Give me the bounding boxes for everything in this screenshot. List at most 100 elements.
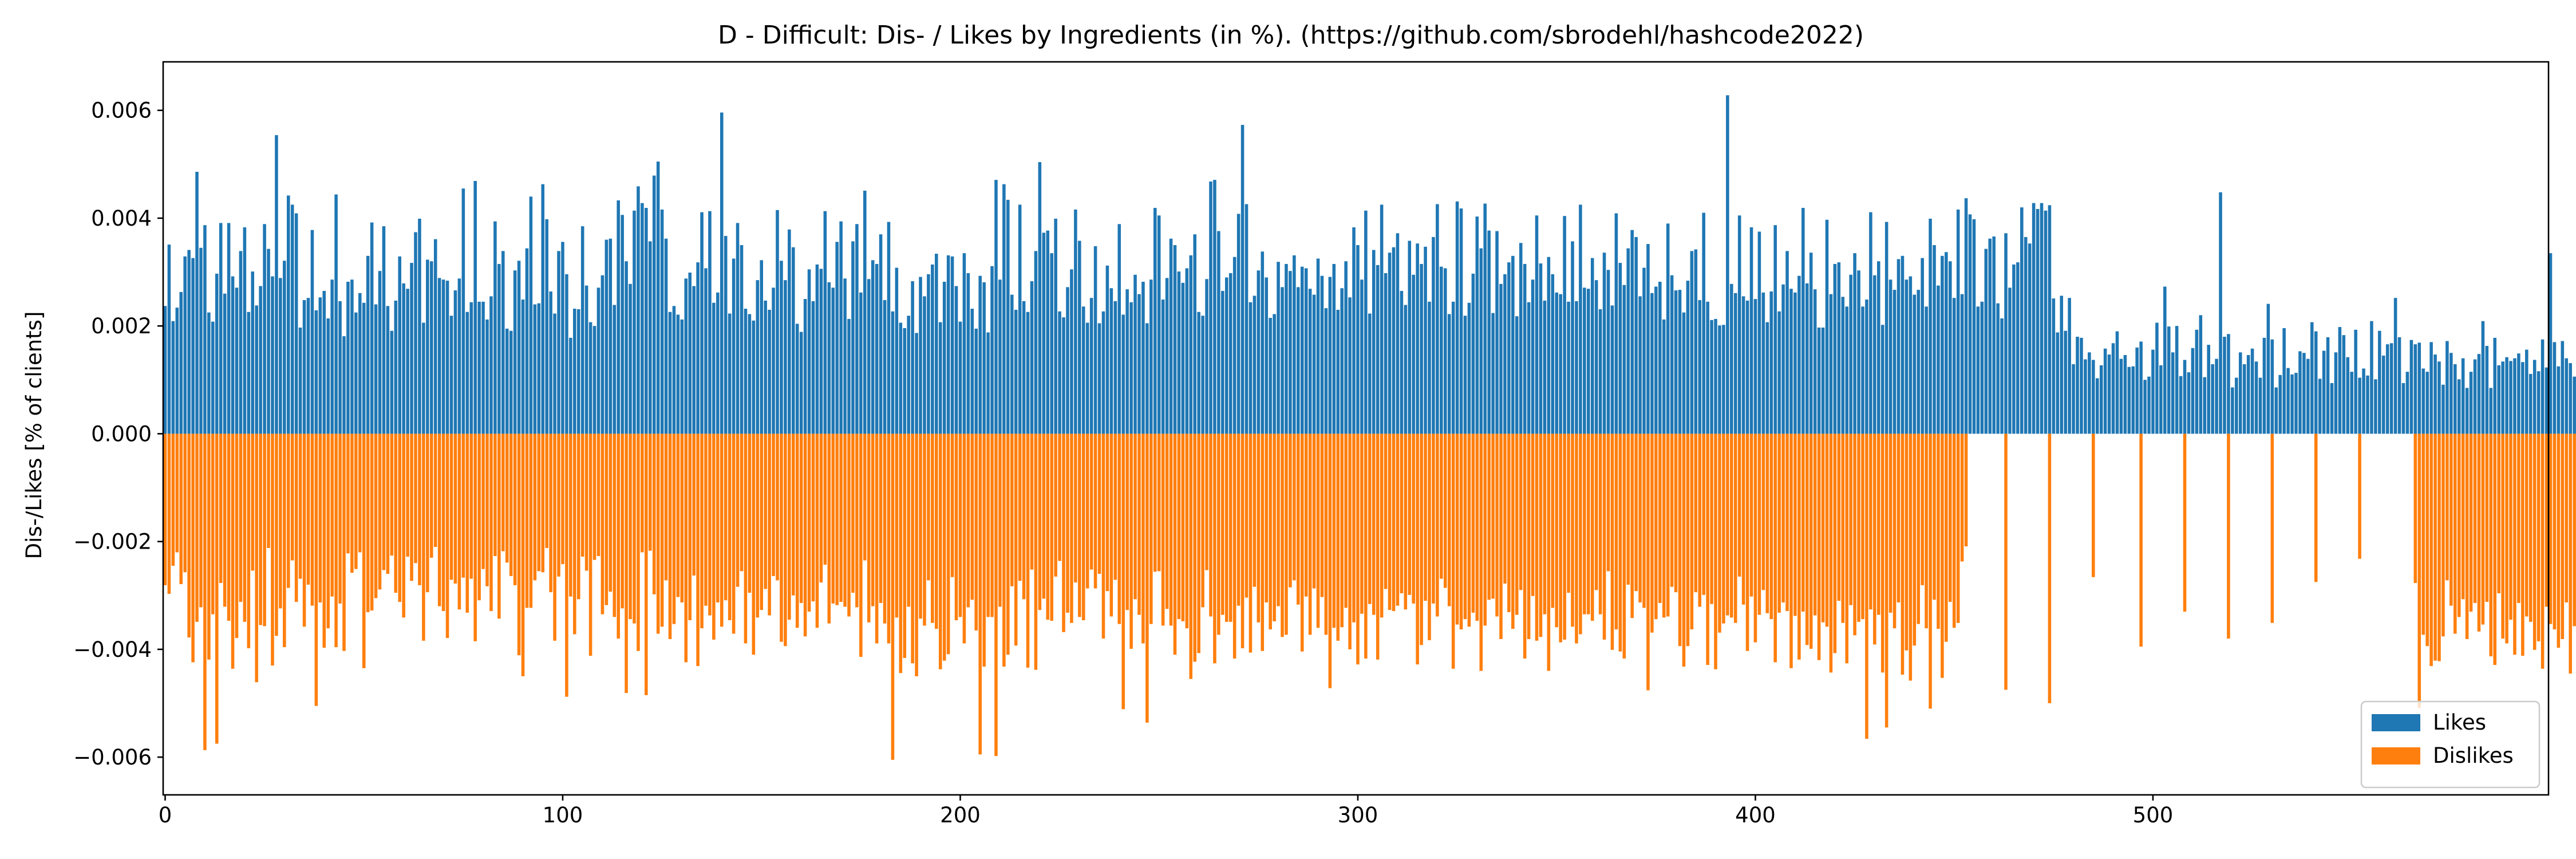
dislikes-bar (1249, 434, 1253, 653)
dislikes-bar (557, 434, 560, 577)
dislikes-bar (1690, 434, 1694, 630)
dislikes-bar (1046, 434, 1050, 620)
likes-bar (2350, 372, 2353, 434)
dislikes-bar (1297, 434, 1300, 605)
likes-bar (1722, 325, 1725, 434)
dislikes-bar (1451, 434, 1455, 669)
dislikes-bar (1097, 434, 1101, 574)
dislikes-bar (724, 434, 728, 601)
dislikes-bar (1917, 434, 1920, 624)
likes-bar (1845, 306, 1848, 434)
likes-bar (1074, 209, 1077, 434)
likes-bar (748, 314, 752, 434)
dislikes-bar (2493, 434, 2497, 665)
dislikes-bar (879, 434, 883, 603)
dislikes-bar (171, 434, 175, 566)
likes-bar (2457, 379, 2461, 434)
dislikes-bar (1062, 434, 1065, 632)
likes-bar (1698, 300, 1702, 434)
likes-bar (1089, 298, 1093, 434)
likes-bar (2326, 337, 2330, 434)
likes-bar (1066, 287, 1069, 434)
dislikes-bar (637, 434, 640, 651)
likes-bar (1046, 230, 1050, 434)
dislikes-bar (2537, 434, 2541, 641)
dislikes-bar (1698, 434, 1702, 607)
likes-bar (2477, 354, 2481, 434)
likes-bar (1992, 236, 1996, 434)
dislikes-bar (1312, 434, 1316, 589)
likes-bar (863, 190, 867, 434)
dislikes-bar (549, 434, 552, 593)
dislikes-bar (1213, 434, 1216, 664)
likes-bar (1149, 279, 1153, 434)
likes-bar (2517, 353, 2520, 434)
dislikes-bar (430, 434, 433, 558)
likes-bar (1905, 279, 1909, 434)
likes-bar (286, 195, 290, 434)
dislikes-bar (358, 434, 362, 553)
likes-bar (617, 200, 620, 434)
likes-bar (2103, 348, 2107, 434)
likes-bar (637, 186, 640, 434)
likes-bar (402, 283, 405, 434)
likes-bar (1694, 249, 1698, 434)
likes-bar (2199, 315, 2203, 434)
likes-bar (2215, 358, 2218, 434)
likes-bar (2549, 253, 2553, 434)
dislikes-bar (986, 434, 990, 617)
likes-bar (1058, 311, 1061, 434)
dislikes-bar (1285, 434, 1288, 635)
likes-bar (465, 312, 469, 434)
dislikes-bar (1913, 434, 1917, 646)
dislikes-bar (231, 434, 235, 669)
dislikes-bar (784, 434, 787, 647)
likes-bar (2004, 233, 2008, 434)
likes-bar (1515, 316, 1519, 434)
dislikes-bar (1901, 434, 1905, 675)
dislikes-bar (533, 434, 537, 581)
likes-bar (966, 273, 970, 434)
dislikes-bar (617, 434, 620, 639)
likes-bar (978, 275, 982, 434)
likes-bar (656, 161, 660, 434)
likes-bar (625, 261, 628, 434)
dislikes-bar (1443, 434, 1447, 588)
likes-bar (613, 305, 617, 434)
likes-bar (2099, 365, 2103, 434)
likes-bar (2338, 327, 2342, 434)
likes-bar (501, 251, 505, 434)
likes-bar (1563, 216, 1566, 434)
likes-bar (1240, 125, 1244, 434)
likes-bar (1825, 219, 1829, 434)
dislikes-bar (1109, 434, 1113, 617)
likes-bar (426, 259, 429, 434)
likes-bar (2561, 341, 2565, 434)
likes-bar (1141, 282, 1145, 434)
likes-bar (2254, 361, 2258, 434)
likes-bar (1702, 212, 1705, 434)
dislikes-bar (1949, 434, 1952, 602)
dislikes-bar (2425, 434, 2429, 647)
dislikes-bar (481, 434, 485, 569)
likes-bar (696, 262, 700, 434)
likes-bar (588, 322, 592, 434)
dislikes-bar (843, 434, 847, 607)
dislikes-bar (1733, 434, 1737, 623)
dislikes-bar (1161, 434, 1165, 626)
dislikes-bar (2092, 434, 2095, 577)
legend: Likes Dislikes (2360, 700, 2541, 789)
likes-bar (167, 245, 171, 434)
likes-bar (441, 279, 445, 434)
dislikes-bar (306, 434, 310, 585)
likes-bar (1034, 251, 1038, 434)
dislikes-bar (2004, 434, 2008, 690)
dislikes-bar (545, 434, 548, 548)
likes-bar (1567, 301, 1570, 434)
likes-bar (1888, 279, 1893, 434)
likes-bar (2072, 364, 2075, 434)
likes-bar (2290, 374, 2294, 434)
likes-bar (2246, 355, 2250, 434)
likes-bar (390, 330, 394, 434)
likes-bar (851, 241, 855, 434)
